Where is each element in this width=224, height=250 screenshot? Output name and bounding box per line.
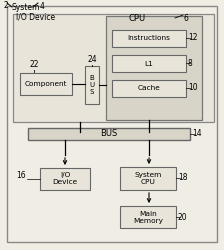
Text: Instructions: Instructions (127, 36, 170, 42)
Text: 22: 22 (29, 60, 39, 69)
Bar (28, 128, 190, 140)
Text: I/O Device: I/O Device (16, 12, 55, 21)
Text: 4: 4 (40, 2, 45, 11)
Bar (120, 206, 176, 228)
Text: 8: 8 (188, 58, 193, 68)
Text: 2: 2 (3, 1, 8, 10)
Bar (20, 73, 72, 95)
Text: Component: Component (25, 81, 67, 87)
Text: 10: 10 (188, 84, 198, 92)
Text: 24: 24 (87, 55, 97, 64)
Text: BUS: BUS (100, 130, 118, 138)
Text: L1: L1 (144, 60, 153, 66)
Text: System
CPU: System CPU (134, 172, 162, 185)
Text: B
U
S: B U S (89, 76, 95, 94)
Text: Cache: Cache (138, 86, 160, 91)
Text: 16: 16 (16, 172, 26, 180)
Text: 20: 20 (178, 212, 188, 222)
Text: I/O
Device: I/O Device (52, 172, 78, 186)
Text: 12: 12 (188, 34, 198, 42)
Text: CPU: CPU (128, 14, 146, 23)
Bar (112, 55, 186, 72)
Bar (112, 30, 186, 47)
Bar (13, 14, 214, 122)
Text: 6: 6 (184, 14, 189, 23)
Bar (120, 167, 176, 190)
Bar (112, 80, 186, 97)
Bar (40, 168, 90, 190)
Text: System: System (11, 3, 39, 12)
Text: Main
Memory: Main Memory (133, 210, 163, 224)
Text: 14: 14 (192, 130, 202, 138)
Bar (85, 66, 99, 104)
Text: 18: 18 (178, 174, 187, 182)
Bar (106, 16, 202, 120)
